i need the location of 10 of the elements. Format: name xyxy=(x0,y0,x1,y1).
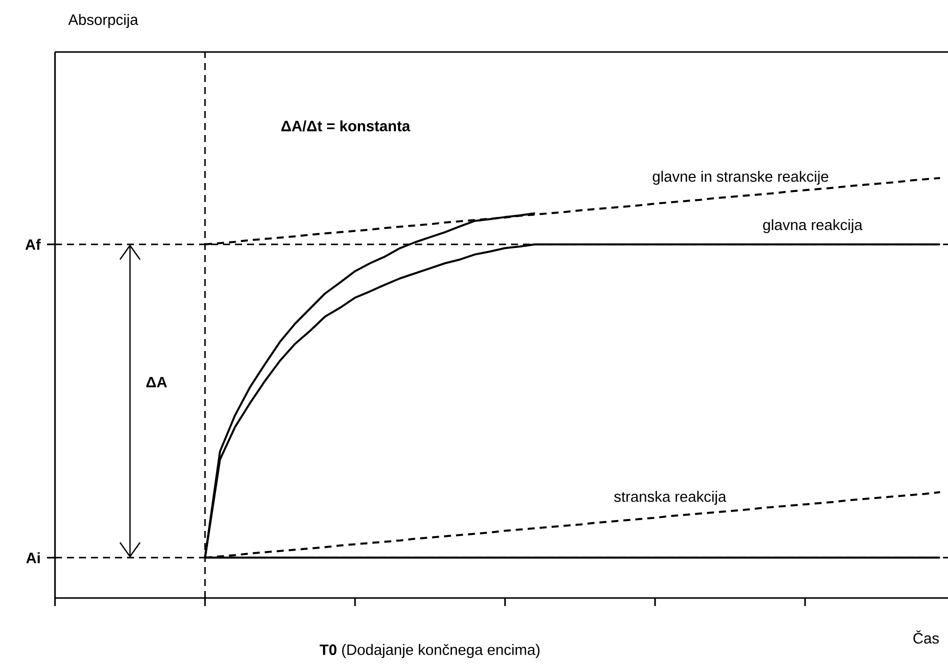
text: Absorpcija xyxy=(68,14,138,28)
ref-line-label: Af xyxy=(25,238,41,250)
x-axis-title: Čas xyxy=(913,630,939,644)
series-label: glavna reakcija xyxy=(763,219,863,234)
series-label: glavne in stranske reakcije xyxy=(652,170,828,185)
text: T0 (Dodajanje končnega encima) xyxy=(320,644,540,658)
series-label: stranska reakcija xyxy=(614,490,726,505)
annotation: ΔA xyxy=(146,376,167,388)
ref-line-label: Ai xyxy=(26,552,40,564)
text: ΔA/Δt = konstanta xyxy=(281,120,410,132)
